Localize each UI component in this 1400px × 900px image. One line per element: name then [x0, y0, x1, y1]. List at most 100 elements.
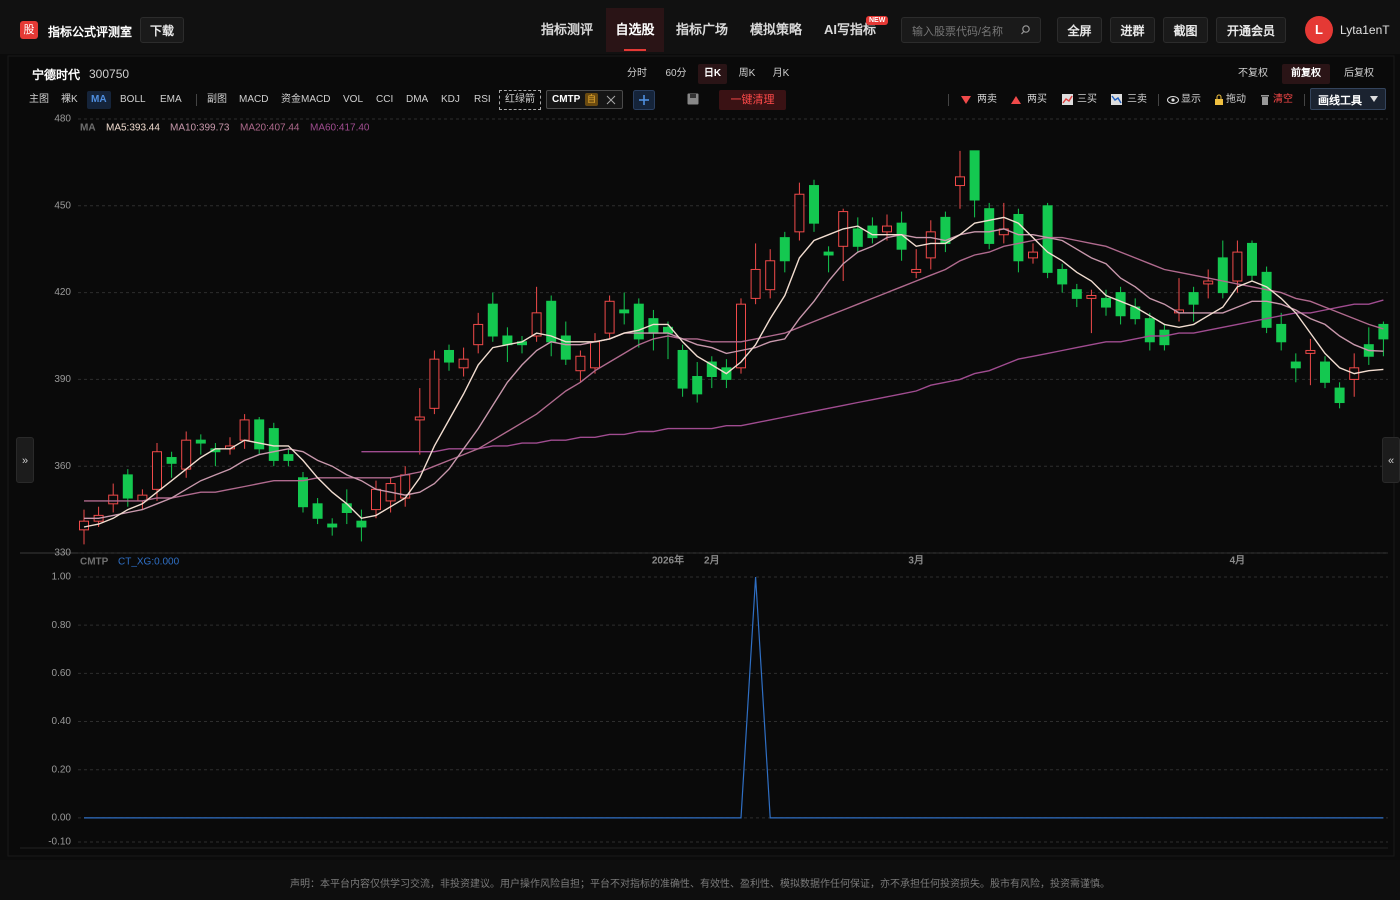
lock-icon — [1215, 94, 1223, 105]
toolbar-label: 主图 — [29, 94, 49, 105]
period-tab[interactable]: 周K — [738, 68, 756, 79]
toolbar-item[interactable]: EMA — [160, 94, 182, 105]
candle-body — [152, 451, 162, 490]
draw-tool[interactable]: 显示 — [1181, 94, 1201, 105]
candle-body — [633, 303, 644, 340]
candle-body — [1013, 213, 1024, 262]
separator — [1304, 94, 1305, 106]
draw-tool[interactable]: 两买 — [1027, 94, 1047, 105]
candle-body — [619, 309, 630, 314]
adjust-tab[interactable]: 前复权 — [1291, 68, 1321, 79]
expand-right[interactable]: « — [1382, 437, 1400, 483]
candle-body — [487, 303, 498, 337]
toolbar-item[interactable]: MA — [91, 94, 107, 105]
download-button[interactable]: 下载 — [140, 17, 184, 43]
disclaimer: 声明：本平台内容仅供学习交流，非投资建议。用户操作风险自担；平台不对指标的准确性… — [290, 879, 1110, 890]
toolbar-item[interactable]: DMA — [406, 94, 429, 105]
nav-item[interactable]: 自选股 — [615, 22, 655, 37]
adjust-tab[interactable]: 不复权 — [1238, 68, 1268, 79]
draw-tool[interactable]: 三卖 — [1127, 94, 1147, 105]
remove-icon[interactable] — [606, 95, 616, 105]
nav-item[interactable]: 指标广场 — [675, 22, 728, 37]
draw-tool[interactable]: 拖动 — [1226, 94, 1246, 105]
action-button[interactable]: 进群 — [1110, 17, 1155, 43]
candle-body — [1071, 289, 1082, 299]
toolbar-item[interactable]: BOLL — [120, 94, 146, 105]
candle-body — [809, 185, 819, 224]
draw-tools-button[interactable] — [1310, 88, 1386, 110]
candle-body — [896, 222, 907, 250]
candle-body — [1305, 349, 1316, 354]
y-tick-label: 0.00 — [52, 813, 72, 824]
draw-tool[interactable]: 两卖 — [977, 94, 997, 105]
candle-body — [254, 419, 265, 450]
period-tab[interactable]: 日K — [703, 68, 722, 79]
candle-body — [195, 439, 206, 444]
candle-body — [473, 323, 484, 346]
draw-tool[interactable]: 清空 — [1273, 94, 1293, 105]
toolbar-item[interactable]: 红绿箭 — [499, 90, 541, 110]
period-tab[interactable]: 60分 — [665, 68, 687, 79]
candle-body — [1057, 268, 1068, 285]
search-box[interactable] — [901, 17, 1041, 43]
adjust-active-bg — [1282, 64, 1330, 84]
custom-indicator[interactable]: CMTP — [552, 94, 581, 105]
toolbar-item[interactable]: 资金MACD — [281, 94, 331, 105]
toolbar-item[interactable]: VOL — [343, 94, 364, 105]
candle-body — [356, 520, 367, 528]
avatar[interactable]: L — [1305, 16, 1333, 44]
candle-body — [1042, 205, 1053, 273]
toolbar-item[interactable]: RSI — [474, 94, 491, 105]
toolbar-item[interactable]: KDJ — [441, 94, 460, 105]
candle-body — [239, 419, 250, 441]
x-tick-label: 2月 — [704, 555, 720, 567]
y-tick-label: 450 — [54, 200, 71, 211]
candle-body — [1247, 242, 1257, 276]
candle-body — [444, 349, 454, 363]
custom-indicator-box[interactable] — [546, 90, 623, 109]
nav-item[interactable]: 模拟策略 — [749, 22, 802, 37]
separator — [196, 94, 197, 106]
candle-body — [298, 477, 308, 508]
add-indicator-button[interactable] — [633, 90, 655, 110]
action-button[interactable]: 开通会员 — [1216, 17, 1286, 43]
candle-body — [327, 523, 338, 528]
toolbar-item[interactable]: CCI — [376, 94, 394, 105]
x-tick-label: 2026年 — [652, 554, 684, 567]
nav-item[interactable]: AI写指标 — [823, 22, 876, 37]
candle-body — [575, 355, 586, 372]
candle-body — [268, 428, 279, 461]
y-tick-label: 0.20 — [52, 764, 72, 775]
candle-body — [1086, 294, 1097, 299]
series-line — [84, 228, 1384, 519]
action-button[interactable]: 截图 — [1163, 17, 1208, 43]
candle-body — [458, 358, 469, 369]
toolbar-item[interactable]: 裸K — [61, 94, 78, 105]
candle-body — [692, 376, 703, 395]
candle-body — [677, 349, 688, 389]
save-icon[interactable] — [687, 93, 699, 105]
triple-sell-icon — [1111, 94, 1122, 105]
search-icon[interactable] — [1020, 24, 1032, 36]
action-button[interactable]: 全屏 — [1057, 17, 1102, 43]
separator — [948, 94, 949, 106]
new-badge: NEW — [866, 16, 889, 25]
nav-active-underline — [624, 49, 646, 51]
draw-tools-label[interactable]: 画线工具 — [1318, 95, 1362, 107]
legend-entry: MA10:399.73 — [170, 123, 230, 134]
toolbar-item[interactable]: MACD — [239, 94, 269, 105]
expand-left[interactable]: » — [16, 437, 34, 483]
draw-tool[interactable]: 三买 — [1077, 94, 1097, 105]
user-name[interactable]: Lyta1enT — [1340, 23, 1390, 37]
adjust-tab[interactable]: 后复权 — [1344, 68, 1374, 79]
clear-button[interactable]: 一键清理 — [719, 90, 786, 110]
legend-title: MA — [80, 123, 96, 134]
separator — [1158, 94, 1159, 106]
period-tab[interactable]: 分时 — [627, 68, 647, 79]
period-tab[interactable]: 月K — [772, 68, 790, 79]
nav-item[interactable]: 指标测评 — [540, 22, 593, 37]
stock-name: 宁德时代 — [32, 68, 81, 82]
candle-body — [852, 228, 863, 247]
